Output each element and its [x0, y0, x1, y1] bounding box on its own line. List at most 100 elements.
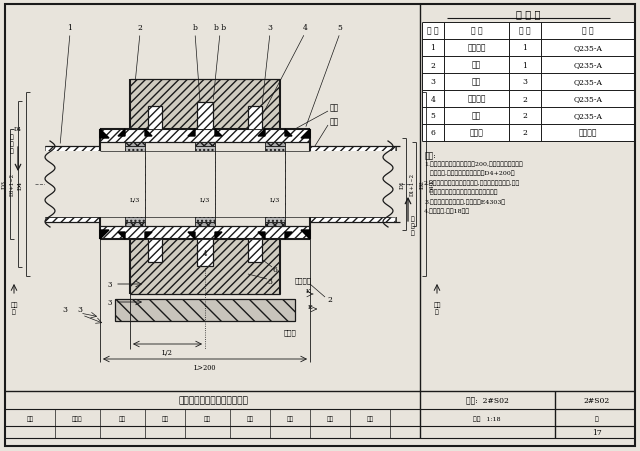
- Text: b: b: [193, 24, 197, 32]
- Text: 击: 击: [10, 141, 14, 147]
- Text: 冲击: 冲击: [433, 302, 441, 307]
- Text: 石棉水泥: 石棉水泥: [295, 276, 312, 283]
- Bar: [195, 152, 215, 217]
- Bar: [197, 103, 213, 130]
- Polygon shape: [118, 232, 125, 239]
- Bar: [125, 143, 145, 147]
- Text: 3: 3: [268, 24, 273, 32]
- Text: 17: 17: [592, 428, 602, 436]
- Text: 竣工安装后再施行挡板和固定法兰焊接。: 竣工安装后再施行挡板和固定法兰焊接。: [424, 189, 497, 195]
- Polygon shape: [301, 130, 310, 139]
- Text: D3: D3: [1, 180, 6, 189]
- Bar: [310, 217, 395, 222]
- Text: 4.图中尺寸,单位18实。: 4.图中尺寸,单位18实。: [424, 208, 470, 214]
- Text: 2: 2: [523, 129, 527, 137]
- Text: D4-K: D4-K: [429, 178, 435, 191]
- Text: D3+1~2: D3+1~2: [10, 173, 15, 196]
- Text: 冲击: 冲击: [10, 302, 18, 307]
- Bar: [195, 222, 215, 226]
- Text: 对核: 对核: [326, 415, 333, 421]
- Text: 2: 2: [523, 95, 527, 103]
- Polygon shape: [188, 232, 195, 239]
- Text: 3.焊接采用手工电弧焊,焊条型号E4303。: 3.焊接采用手工电弧焊,焊条型号E4303。: [424, 198, 505, 204]
- Bar: [100, 130, 310, 143]
- Text: 两边加厚,加厚部分的直径至少为D4+200。: 两边加厚,加厚部分的直径至少为D4+200。: [424, 170, 515, 176]
- Bar: [265, 222, 285, 226]
- Text: 两侧防护刚性密闭套管安装图: 两侧防护刚性密闭套管安装图: [178, 396, 248, 405]
- Polygon shape: [145, 232, 152, 239]
- Bar: [130, 80, 280, 130]
- Text: L/3: L/3: [270, 197, 280, 202]
- Text: 波: 波: [12, 308, 16, 314]
- Bar: [148, 107, 162, 130]
- Text: 钢管: 钢管: [330, 118, 339, 126]
- Text: 冲: 冲: [411, 230, 415, 235]
- Text: 单核: 单核: [26, 415, 33, 421]
- Text: Q235-A: Q235-A: [573, 78, 602, 86]
- Text: 1: 1: [523, 44, 527, 52]
- Text: 1: 1: [68, 24, 72, 32]
- Text: 2: 2: [431, 61, 435, 69]
- Text: 波: 波: [10, 148, 14, 153]
- Text: 2#S02: 2#S02: [584, 396, 610, 404]
- Text: 2: 2: [328, 295, 332, 304]
- Text: Q235-A: Q235-A: [573, 61, 602, 69]
- Bar: [195, 147, 215, 222]
- Text: K: K: [308, 305, 312, 310]
- Text: 序 号: 序 号: [427, 28, 439, 36]
- Text: 说明:: 说明:: [425, 152, 437, 160]
- Text: 图号:  2#S02: 图号: 2#S02: [465, 396, 508, 404]
- Text: 3: 3: [108, 299, 112, 306]
- Bar: [125, 147, 145, 222]
- Text: D4: D4: [14, 127, 22, 132]
- Text: 3: 3: [63, 305, 67, 313]
- Text: L/3: L/3: [200, 197, 210, 202]
- Text: 1: 1: [431, 44, 435, 52]
- Bar: [125, 152, 145, 217]
- Bar: [100, 152, 310, 217]
- Bar: [248, 107, 262, 130]
- Text: 波: 波: [411, 216, 415, 221]
- Text: 击: 击: [411, 223, 415, 228]
- Polygon shape: [215, 130, 222, 137]
- Text: 专业: 专业: [161, 415, 168, 421]
- Text: 名 称: 名 称: [470, 28, 483, 36]
- Text: 3: 3: [431, 78, 435, 86]
- Text: 页: 页: [595, 415, 599, 421]
- Bar: [248, 239, 262, 262]
- Text: 翼环: 翼环: [472, 61, 481, 69]
- Text: 2: 2: [523, 112, 527, 120]
- Text: 页次: 页次: [367, 415, 374, 421]
- Text: Q235-A: Q235-A: [573, 95, 602, 103]
- Bar: [265, 152, 285, 217]
- Text: 材 料 表: 材 料 表: [516, 10, 541, 19]
- Text: 作为核: 作为核: [72, 415, 83, 421]
- Text: 1: 1: [523, 61, 527, 69]
- Text: 油麻: 油麻: [330, 104, 339, 112]
- Text: 挡板: 挡板: [472, 112, 481, 120]
- Text: Q235-A: Q235-A: [573, 44, 602, 52]
- Polygon shape: [258, 130, 265, 137]
- Text: K: K: [306, 289, 310, 294]
- Bar: [45, 152, 100, 217]
- Bar: [195, 143, 215, 147]
- Text: 5: 5: [337, 24, 342, 32]
- Bar: [310, 152, 400, 217]
- Text: L/3: L/3: [130, 197, 140, 202]
- Text: 2.钢管和挡圈焊接后经煤炉处理,再施行与套管安装,全部: 2.钢管和挡圈焊接后经煤炉处理,再施行与套管安装,全部: [424, 179, 520, 185]
- Polygon shape: [100, 130, 109, 139]
- Bar: [422, 23, 635, 142]
- Text: 数 量: 数 量: [519, 28, 531, 36]
- Text: 固定法兰: 固定法兰: [467, 95, 486, 103]
- Polygon shape: [118, 130, 125, 137]
- Text: 密封圈: 密封圈: [470, 129, 483, 137]
- Polygon shape: [145, 130, 152, 137]
- Text: L>200: L>200: [194, 363, 216, 371]
- Text: 4: 4: [203, 249, 207, 258]
- Polygon shape: [258, 232, 265, 239]
- Polygon shape: [285, 232, 292, 239]
- Text: 比例   1:18: 比例 1:18: [473, 415, 501, 421]
- Text: 钢制套管: 钢制套管: [467, 44, 486, 52]
- Bar: [125, 222, 145, 226]
- Bar: [265, 147, 285, 222]
